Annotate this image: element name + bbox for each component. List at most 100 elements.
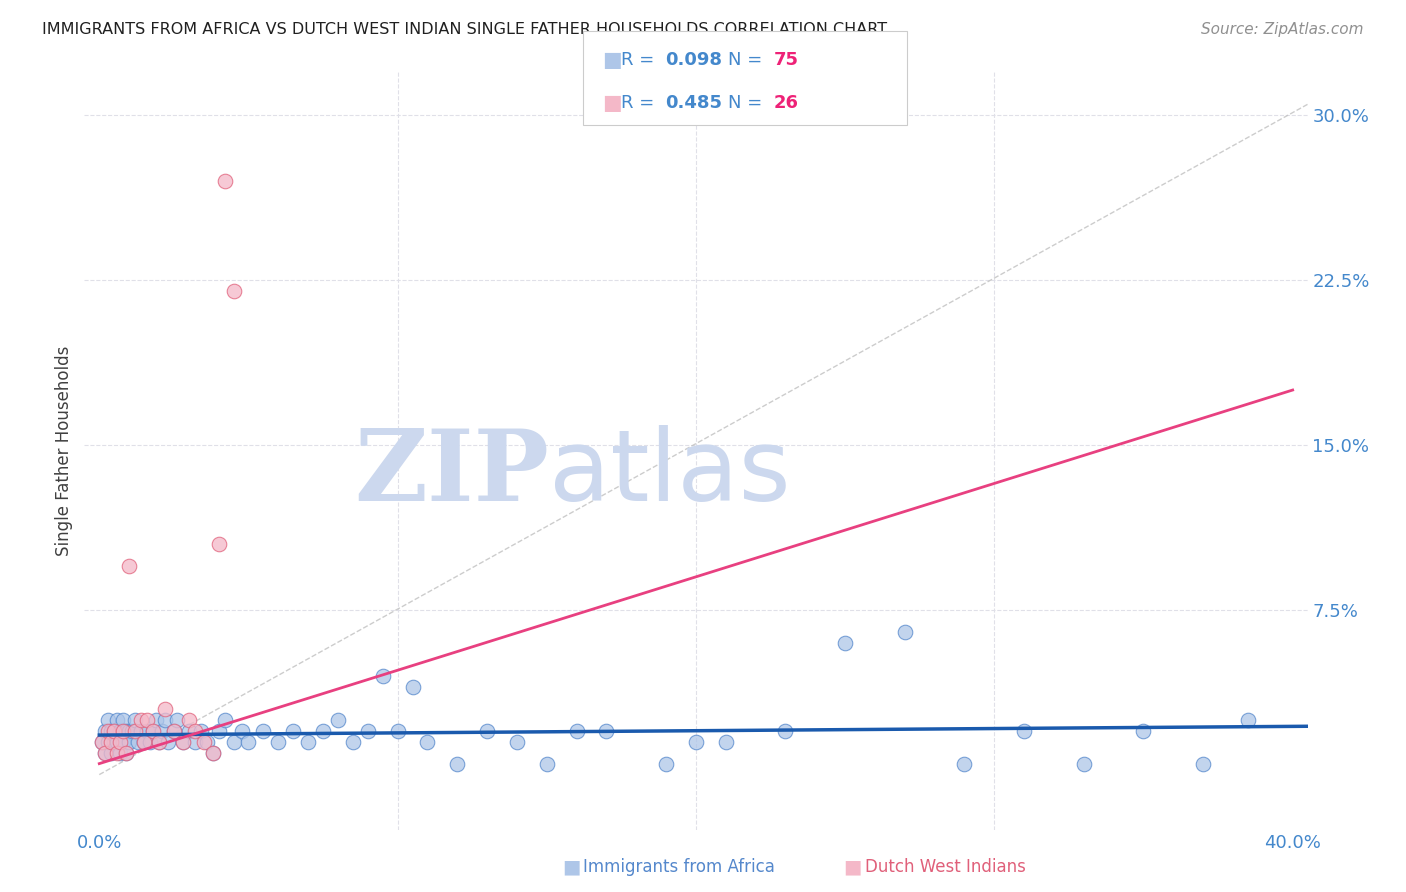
Point [267, 734, 290, 748]
Point [172, 734, 194, 748]
Point [121, 723, 143, 738]
Point [115, 746, 138, 760]
Point [142, 723, 165, 738]
Point [163, 723, 186, 738]
Text: Dutch West Indians: Dutch West Indians [865, 858, 1025, 876]
Point [214, 713, 236, 727]
Point [100, 734, 122, 748]
Point [108, 734, 131, 748]
Point [201, 746, 224, 760]
Point [1132, 723, 1154, 738]
Point [163, 723, 186, 738]
Point [214, 174, 236, 188]
Text: ■: ■ [844, 857, 862, 877]
Point [124, 723, 146, 738]
Text: ■: ■ [602, 50, 621, 70]
Point [207, 723, 229, 738]
Point [115, 746, 138, 760]
Point [416, 734, 439, 748]
Point [108, 746, 131, 760]
Point [105, 734, 128, 748]
Point [103, 723, 125, 738]
Text: ■: ■ [602, 93, 621, 112]
Text: ZIP: ZIP [354, 425, 550, 522]
Text: R =: R = [621, 51, 661, 69]
Point [342, 734, 364, 748]
Text: N =: N = [728, 51, 768, 69]
Point [153, 701, 176, 715]
Point [166, 713, 188, 727]
Point [94, 746, 117, 760]
Point [97, 734, 120, 748]
Point [118, 734, 141, 748]
Point [100, 723, 122, 738]
Point [103, 734, 125, 748]
Point [312, 723, 335, 738]
Point [195, 734, 218, 748]
Point [132, 734, 155, 748]
Text: N =: N = [728, 94, 768, 112]
Point [105, 713, 128, 727]
Point [475, 723, 498, 738]
Point [105, 746, 128, 760]
Point [565, 723, 588, 738]
Point [94, 746, 117, 760]
Point [112, 713, 135, 727]
Point [115, 723, 138, 738]
Point [177, 713, 200, 727]
Point [145, 713, 167, 727]
Text: Source: ZipAtlas.com: Source: ZipAtlas.com [1201, 22, 1364, 37]
Point [371, 669, 394, 683]
Point [685, 734, 707, 748]
Point [655, 756, 678, 771]
Point [112, 723, 135, 738]
Point [506, 734, 529, 748]
Point [201, 746, 224, 760]
Point [118, 723, 141, 738]
Point [124, 713, 146, 727]
Point [222, 734, 245, 748]
Point [172, 734, 194, 748]
Y-axis label: Single Father Households: Single Father Households [55, 345, 73, 556]
Point [775, 723, 797, 738]
Point [401, 680, 423, 694]
Point [177, 723, 200, 738]
Point [118, 558, 141, 573]
Text: 0.098: 0.098 [665, 51, 723, 69]
Point [326, 713, 349, 727]
Point [97, 713, 120, 727]
Point [129, 713, 152, 727]
Point [1237, 713, 1260, 727]
Text: 75: 75 [773, 51, 799, 69]
Point [536, 756, 558, 771]
Point [91, 734, 114, 748]
Point [595, 723, 617, 738]
Point [252, 723, 274, 738]
Point [139, 734, 162, 748]
Text: R =: R = [621, 94, 661, 112]
Point [136, 713, 159, 727]
Point [127, 734, 149, 748]
Point [129, 723, 152, 738]
Point [894, 624, 917, 639]
Point [190, 723, 212, 738]
Text: IMMIGRANTS FROM AFRICA VS DUTCH WEST INDIAN SINGLE FATHER HOUSEHOLDS CORRELATION: IMMIGRANTS FROM AFRICA VS DUTCH WEST IND… [42, 22, 887, 37]
Point [97, 723, 120, 738]
Point [1192, 756, 1215, 771]
Point [132, 734, 155, 748]
Point [231, 723, 253, 738]
Point [156, 734, 179, 748]
Point [142, 723, 165, 738]
Point [91, 734, 114, 748]
Point [446, 756, 468, 771]
Point [153, 713, 176, 727]
Point [94, 723, 117, 738]
Point [112, 734, 135, 748]
Point [222, 284, 245, 298]
Point [714, 734, 737, 748]
Point [100, 746, 122, 760]
Point [108, 723, 131, 738]
Point [193, 734, 215, 748]
Point [136, 723, 159, 738]
Point [1012, 723, 1035, 738]
